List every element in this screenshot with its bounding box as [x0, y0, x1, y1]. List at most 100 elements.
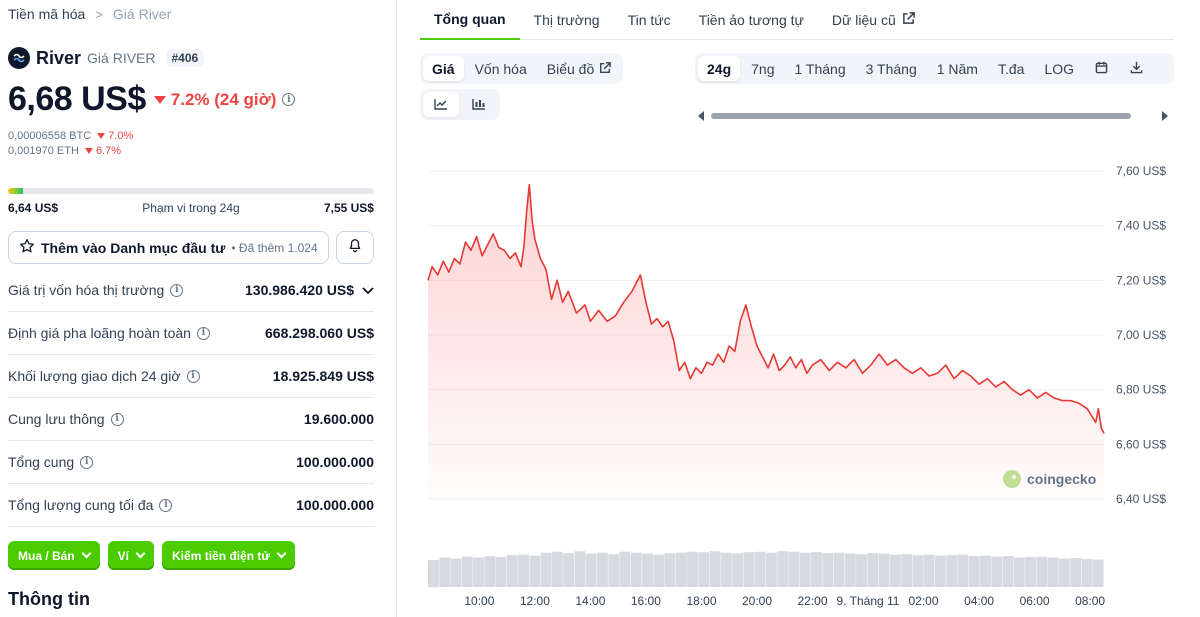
volume-bar: [822, 553, 834, 587]
add-to-watchlist-button[interactable]: Thêm vào Danh mục đầu tư • Đã thêm 1.024: [8, 231, 329, 264]
earn-crypto-button[interactable]: Kiếm tiền điện tử: [162, 541, 296, 570]
volume-bar: [484, 556, 496, 587]
chevron-down-icon[interactable]: [362, 282, 374, 298]
info-icon[interactable]: i: [282, 93, 296, 106]
tab-news[interactable]: Tin tức: [614, 0, 685, 40]
volume-bar: [901, 554, 913, 587]
stat-label: Tổng cung: [8, 454, 75, 470]
volume-bar: [675, 552, 687, 587]
calendar-button[interactable]: [1085, 56, 1118, 81]
line-chart-icon: [434, 97, 448, 113]
range-1y[interactable]: 1 Năm: [928, 56, 987, 81]
tab-similar-coins[interactable]: Tiền ảo tương tự: [685, 0, 818, 40]
volume-bar: [889, 554, 901, 587]
current-price: 6,68 US$: [8, 80, 146, 118]
chart-mode-price[interactable]: Giá: [423, 56, 464, 81]
tab-label: Tin tức: [627, 12, 671, 28]
scrollbar-thumb[interactable]: [711, 113, 1131, 119]
stat-label: Giá trị vốn hóa thị trường: [8, 282, 165, 298]
info-icon[interactable]: i: [159, 498, 173, 512]
tab-label: Dữ liệu cũ: [831, 12, 896, 28]
range-low: 6,64 US$: [8, 201, 59, 215]
volume-bar: [428, 560, 439, 588]
range-log[interactable]: LOG: [1035, 56, 1083, 81]
volume-bar: [878, 553, 890, 587]
breadcrumb-chevron-icon: >: [95, 6, 103, 22]
eth-change: 6.7%: [95, 145, 122, 157]
x-tick-label: 18:00: [686, 594, 716, 608]
volume-bar: [574, 551, 586, 587]
x-tick-label: 22:00: [797, 594, 827, 608]
candlestick-chart-button[interactable]: [461, 92, 497, 117]
volume-bar: [1058, 558, 1070, 587]
stat-label: Cung lưu thông: [8, 411, 105, 427]
info-icon[interactable]: i: [170, 283, 184, 297]
price-chart-svg: 7,60 US$ 7,40 US$ 7,20 US$ 7,00 US$ 6,80 US$…: [427, 164, 1166, 608]
range-high: 7,55 US$: [323, 201, 374, 215]
y-tick-label: 7,20 US$: [1116, 273, 1166, 287]
tab-historical-data[interactable]: Dữ liệu cũ: [818, 0, 929, 40]
stat-market-cap: Giá trị vốn hóa thị trường i 130.986.420 …: [8, 269, 374, 312]
buy-sell-button[interactable]: Mua / Bán: [8, 541, 100, 570]
chart-mode-market-cap[interactable]: Vốn hóa: [466, 56, 536, 81]
download-button[interactable]: [1120, 56, 1153, 81]
tab-markets[interactable]: Thị trường: [520, 0, 614, 40]
volume-bar: [653, 554, 665, 587]
range-24h-bar: [8, 188, 374, 194]
stat-label: Định giá pha loãng hoàn toàn: [8, 325, 191, 341]
y-tick-label: 6,80 US$: [1116, 383, 1166, 397]
time-range-selector: 24g 7ng 1 Tháng 3 Tháng 1 Năm T.đa LOG: [695, 53, 1174, 84]
volume-bar: [698, 552, 710, 587]
stat-total-supply: Tổng cung i 100.000.000: [8, 441, 374, 484]
breadcrumb-root[interactable]: Tiền mã hóa: [8, 6, 86, 22]
chevron-down-icon: [81, 548, 92, 559]
volume-bar: [619, 551, 631, 587]
y-tick-label: 6,40 US$: [1116, 492, 1166, 506]
info-icon[interactable]: i: [186, 369, 200, 383]
watermark-text: coingecko: [1027, 471, 1096, 487]
range-max[interactable]: T.đa: [989, 56, 1033, 81]
info-icon[interactable]: i: [80, 455, 94, 469]
calendar-icon: [1095, 61, 1108, 77]
watchlist-label: Thêm vào Danh mục đầu tư: [41, 239, 226, 256]
price-chart[interactable]: 7,60 US$ 7,40 US$ 7,20 US$ 7,00 US$ 6,80 US$…: [420, 150, 1180, 617]
info-icon[interactable]: i: [110, 412, 124, 426]
coin-header: River Giá RIVER #406: [8, 47, 205, 69]
stat-value: 668.298.060 US$: [265, 325, 374, 341]
x-tick-label: 10:00: [464, 594, 494, 608]
chart-mode-tradingview[interactable]: Biểu đồ: [538, 56, 620, 81]
scroll-left-icon[interactable]: [698, 111, 704, 121]
chart-mode-label: Biểu đồ: [546, 60, 595, 77]
wallet-button[interactable]: Ví: [107, 541, 155, 570]
wallet-label: Ví: [117, 548, 130, 563]
volume-bar: [788, 551, 800, 587]
range-3m[interactable]: 3 Tháng: [857, 56, 926, 81]
line-chart-button[interactable]: [423, 92, 459, 117]
info-icon[interactable]: i: [196, 326, 210, 340]
watchlist-added-count: • Đã thêm 1.024: [231, 240, 318, 255]
range-1m[interactable]: 1 Tháng: [785, 56, 854, 81]
range-label: 1 Năm: [936, 60, 978, 77]
range-24h-labels: 6,64 US$ Phạm vi trong 24g 7,55 US$: [8, 201, 374, 215]
stat-value: 100.000.000: [296, 454, 374, 470]
range-7d[interactable]: 7ng: [742, 56, 783, 81]
x-tick-label: 14:00: [575, 594, 605, 608]
down-triangle-icon: [97, 133, 106, 139]
btc-change: 7.0%: [108, 130, 134, 142]
volume-bar: [709, 551, 721, 587]
stat-value: 100.000.000: [296, 497, 374, 513]
buy-sell-label: Mua / Bán: [18, 548, 75, 563]
price-alert-button[interactable]: [336, 231, 374, 264]
column-divider: [396, 0, 397, 617]
volume-bar: [642, 553, 653, 587]
range-label: LOG: [1044, 60, 1075, 77]
range-24h[interactable]: 24g: [698, 56, 741, 81]
chart-range-scrollbar[interactable]: [698, 110, 1170, 122]
x-tick-label: 9. Tháng 11: [837, 594, 900, 608]
tab-overview[interactable]: Tổng quan: [420, 0, 520, 40]
volume-bar: [856, 554, 867, 587]
coin-subtitle: Giá RIVER: [87, 50, 156, 66]
action-buttons: Mua / Bán Ví Kiếm tiền điện tử: [8, 541, 296, 570]
scroll-right-icon[interactable]: [1162, 111, 1168, 121]
river-logo-icon: [8, 47, 30, 69]
